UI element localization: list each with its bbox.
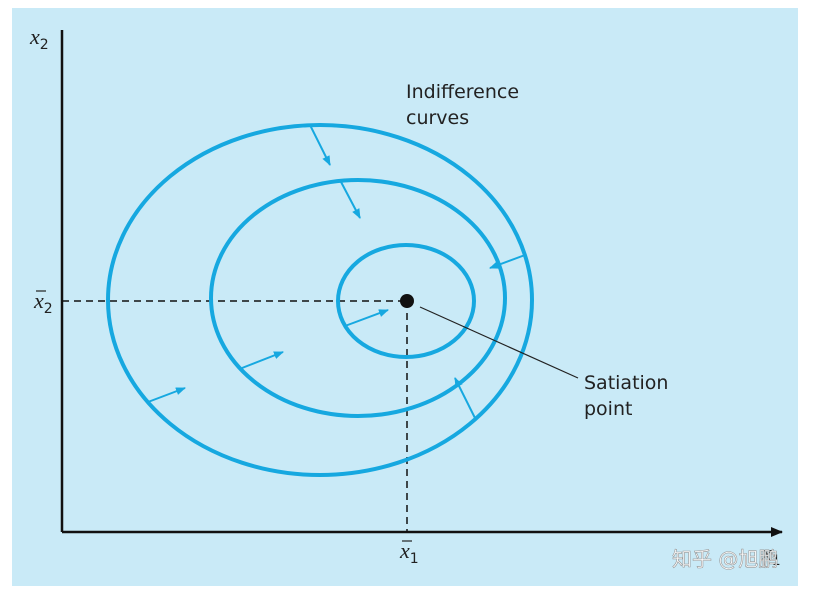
arrows <box>147 124 526 419</box>
y-ref-var: x <box>33 288 44 313</box>
middle-curve <box>209 178 507 418</box>
outer-curve <box>106 123 534 477</box>
x-ref-var: x <box>399 538 410 563</box>
curves-label-line1: Indifference <box>406 81 519 103</box>
y-axis-label: x2 <box>29 24 49 53</box>
y-ref-sub: 2 <box>44 301 53 317</box>
inner-curve <box>336 243 476 359</box>
y-axis-sub: 2 <box>40 37 49 53</box>
x-axis-label: x1 <box>761 540 781 569</box>
y-reference-label: x2 <box>33 288 53 317</box>
curves-label-line2: curves <box>406 107 469 129</box>
x-axis-sub: 1 <box>772 553 781 569</box>
x-ref-sub: 1 <box>410 551 419 567</box>
x-reference-label: x1 <box>399 538 419 567</box>
leader-line <box>419 306 579 379</box>
watermark: 知乎 @旭鹏 <box>672 547 778 571</box>
point-label-line1: Satiation <box>584 372 668 394</box>
x-axis-var: x <box>761 540 772 565</box>
point-label-line2: point <box>584 398 632 420</box>
y-axis-var: x <box>29 24 40 49</box>
satiation-point <box>400 294 414 308</box>
